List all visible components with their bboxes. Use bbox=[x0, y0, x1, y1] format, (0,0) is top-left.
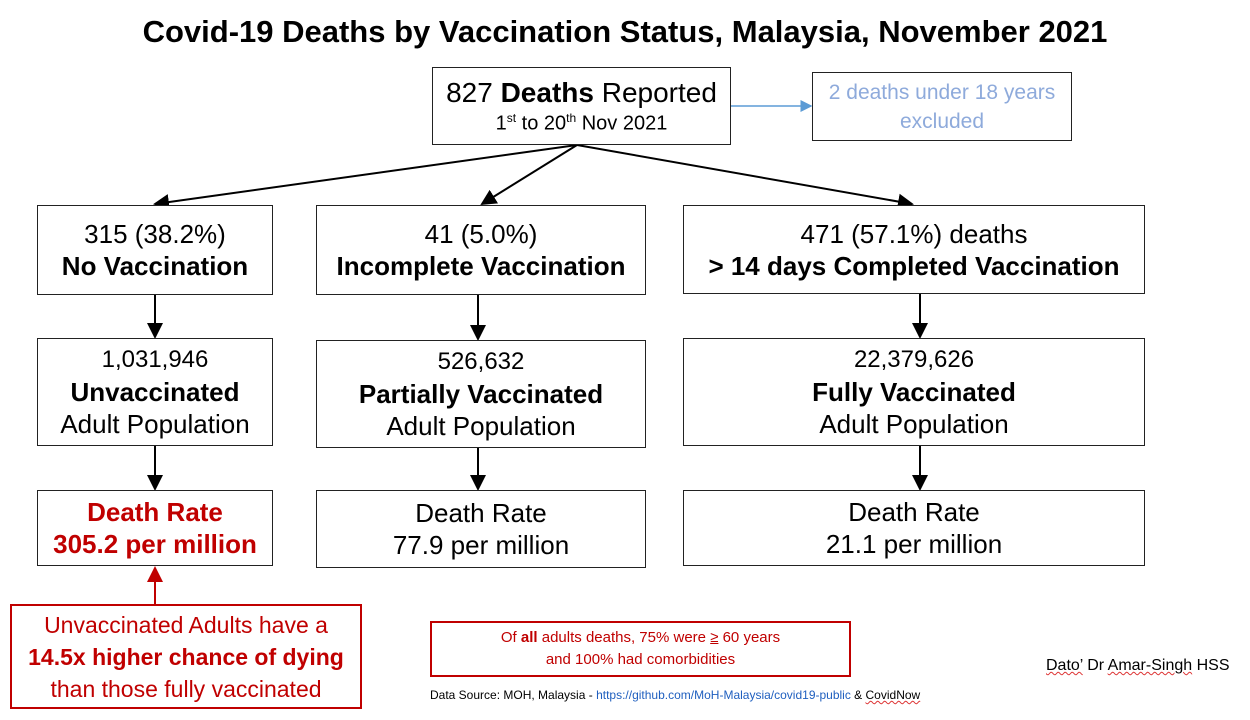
total-count: 827 bbox=[446, 76, 493, 108]
chart-title: Covid-19 Deaths by Vaccination Status, M… bbox=[142, 14, 1108, 49]
deaths-count: 471 (57.1%) deaths bbox=[800, 218, 1028, 249]
source-link[interactable]: https://github.com/MoH-Malaysia/covid19-… bbox=[596, 688, 851, 702]
risk-callout-box: Unvaccinated Adults have a 14.5x higher … bbox=[10, 604, 362, 709]
rate-label: Death Rate bbox=[848, 497, 980, 527]
population-label: Partially Vaccinated bbox=[358, 379, 604, 409]
population-count: 526,632 bbox=[437, 348, 525, 375]
rate-label: Death Rate bbox=[415, 498, 547, 528]
partial-death-rate-box: Death Rate 77.9 per million bbox=[316, 490, 646, 568]
population-suffix: Adult Population bbox=[386, 411, 576, 441]
callout-line2: 14.5x higher chance of dying bbox=[28, 643, 344, 670]
arrow-to-incomplete bbox=[480, 144, 578, 206]
arrow-to-no-vaccination bbox=[153, 144, 578, 210]
population-suffix: Adult Population bbox=[819, 409, 1009, 439]
fully-death-rate-box: Death Rate 21.1 per million bbox=[683, 490, 1145, 566]
no-vaccination-box: 315 (38.2%) No Vaccination bbox=[37, 205, 273, 295]
rate-value: 21.1 per million bbox=[825, 529, 1003, 559]
excluded-box: 2 deaths under 18 years excluded bbox=[812, 72, 1072, 141]
status-label: > 14 days Completed Vaccination bbox=[708, 250, 1120, 281]
rate-value: 305.2 per million bbox=[53, 529, 257, 559]
callout-line3: than those fully vaccinated bbox=[50, 675, 322, 702]
unvaccinated-population-box: 1,031,946 Unvaccinated Adult Population bbox=[37, 338, 273, 446]
incomplete-vaccination-box: 41 (5.0%) Incomplete Vaccination bbox=[316, 205, 646, 295]
total-rest: Reported bbox=[601, 76, 717, 108]
population-count: 22,379,626 bbox=[853, 346, 975, 373]
excluded-line2: excluded bbox=[899, 109, 985, 133]
rate-value: 77.9 per million bbox=[392, 530, 570, 560]
note-line1: Of all adults deaths, 75% were ≥ 60 year… bbox=[500, 629, 781, 646]
population-count: 1,031,946 bbox=[101, 346, 209, 373]
covidnow-label: CovidNow bbox=[865, 688, 921, 702]
unvaccinated-death-rate-box: Death Rate 305.2 per million bbox=[37, 490, 273, 566]
population-suffix: Adult Population bbox=[60, 409, 250, 439]
population-label: Unvaccinated bbox=[70, 377, 240, 407]
status-label: No Vaccination bbox=[61, 251, 249, 281]
arrow-to-completed bbox=[576, 144, 914, 210]
date-range: 1st to 20th Nov 2021 bbox=[495, 110, 668, 135]
total-bold: Deaths bbox=[500, 76, 594, 108]
callout-line1: Unvaccinated Adults have a bbox=[44, 611, 328, 638]
deaths-count: 41 (5.0%) bbox=[424, 219, 538, 249]
data-source: Data Source: MOH, Malaysia - https://git… bbox=[430, 688, 921, 702]
completed-vaccination-box: 471 (57.1%) deaths > 14 days Completed V… bbox=[683, 205, 1145, 294]
population-label: Fully Vaccinated bbox=[812, 377, 1016, 407]
excluded-line1: 2 deaths under 18 years bbox=[828, 80, 1056, 104]
age-comorbidity-note: Of all adults deaths, 75% were ≥ 60 year… bbox=[430, 621, 851, 677]
rate-label: Death Rate bbox=[87, 497, 223, 527]
partially-vaccinated-population-box: 526,632 Partially Vaccinated Adult Popul… bbox=[316, 340, 646, 448]
status-label: Incomplete Vaccination bbox=[336, 251, 626, 281]
deaths-count: 315 (38.2%) bbox=[84, 219, 226, 249]
fully-vaccinated-population-box: 22,379,626 Fully Vaccinated Adult Popula… bbox=[683, 338, 1145, 446]
author-credit: Dato’ Dr Amar-Singh HSS bbox=[1046, 657, 1230, 674]
total-deaths-box: 827 Deaths Reported 1st to 20th Nov 2021 bbox=[432, 67, 731, 145]
note-line2: and 100% had comorbidities bbox=[545, 651, 736, 668]
